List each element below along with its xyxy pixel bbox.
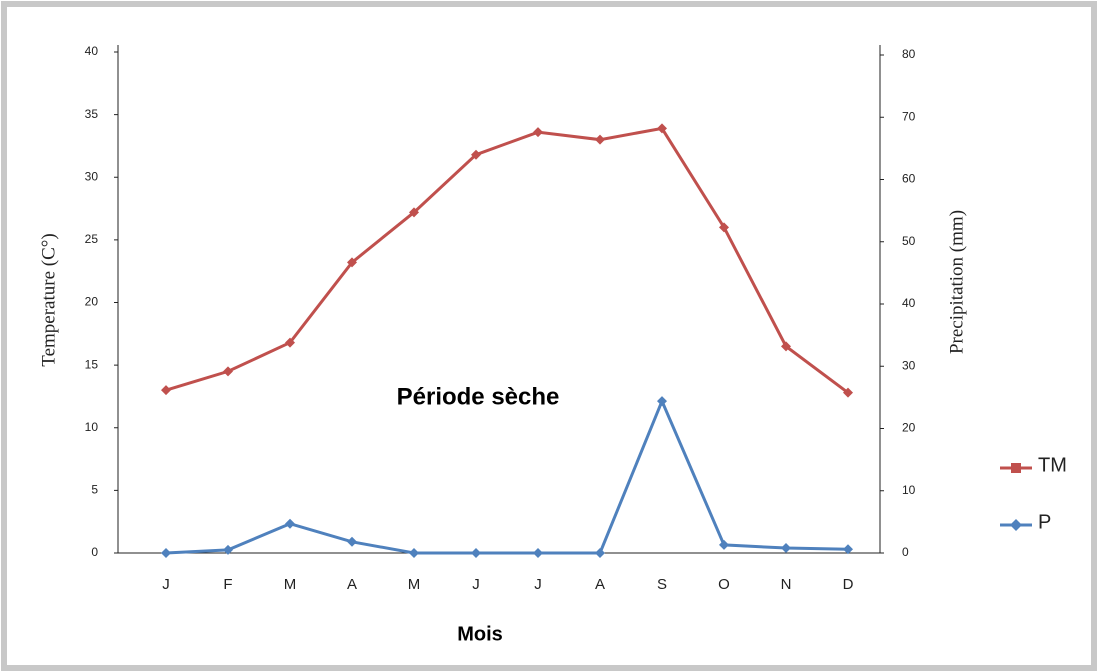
y-tick-label: 10 (85, 420, 99, 434)
y-tick-label: 0 (91, 545, 98, 559)
x-tick-label: J (162, 576, 170, 593)
y2-tick-label: 40 (902, 296, 916, 310)
point (719, 222, 729, 233)
point (285, 518, 295, 529)
y2-tick-label: 30 (902, 358, 916, 372)
y-tick-label: 5 (91, 483, 98, 497)
point (161, 385, 171, 396)
point (595, 548, 605, 558)
series-line (165, 397, 849, 555)
x-tick-label: A (347, 576, 357, 593)
point (657, 396, 667, 407)
legend-label: P (1038, 511, 1051, 533)
point (471, 149, 481, 160)
x-tick-label: J (534, 576, 542, 593)
point (533, 548, 543, 558)
y-tick-label: 15 (85, 357, 99, 371)
point (223, 366, 233, 377)
y2-tick-label: 70 (902, 109, 916, 123)
point (843, 387, 853, 398)
y2-tick-label: 0 (902, 545, 909, 559)
legend-label: TM (1038, 454, 1067, 476)
x-tick-label: J (472, 576, 480, 593)
y2-tick-label: 80 (902, 47, 916, 61)
y2-tick-label: 10 (902, 483, 916, 497)
point (657, 123, 667, 134)
y-tick-label: 35 (85, 107, 99, 121)
point (409, 207, 419, 218)
legend-marker (1010, 519, 1022, 531)
annotation: Période sèche (397, 383, 560, 410)
y-tick-label: 25 (85, 232, 99, 246)
x-tick-label: A (595, 576, 605, 593)
point (409, 548, 419, 558)
point (223, 544, 233, 555)
x-tick-label: F (223, 576, 232, 593)
point (595, 134, 605, 145)
x-tick-label: S (657, 576, 667, 593)
point (781, 341, 791, 352)
y2-tick-label: 50 (902, 234, 916, 248)
y2-axis-label: Precipitation (mm) (946, 210, 967, 354)
point (719, 539, 729, 550)
x-tick-label: O (718, 576, 730, 593)
point (843, 544, 853, 555)
point (533, 127, 543, 138)
point (161, 548, 171, 558)
x-tick-label: D (843, 576, 854, 593)
legend-marker (1011, 463, 1021, 473)
x-tick-label: N (781, 576, 792, 593)
x-tick-label: M (408, 576, 421, 593)
point (347, 257, 357, 268)
point (285, 337, 295, 348)
point (781, 543, 791, 554)
point (347, 536, 357, 547)
y-tick-label: 40 (85, 44, 99, 58)
y-axis-label: Temperature (C°) (38, 233, 59, 366)
x-axis-label: Mois (457, 623, 503, 645)
series-line (165, 126, 849, 394)
point (471, 548, 481, 558)
y2-tick-label: 20 (902, 421, 916, 435)
y-tick-label: 30 (85, 169, 99, 183)
y2-tick-label: 60 (902, 172, 916, 186)
x-tick-label: M (284, 576, 297, 593)
y-tick-label: 20 (85, 295, 99, 309)
